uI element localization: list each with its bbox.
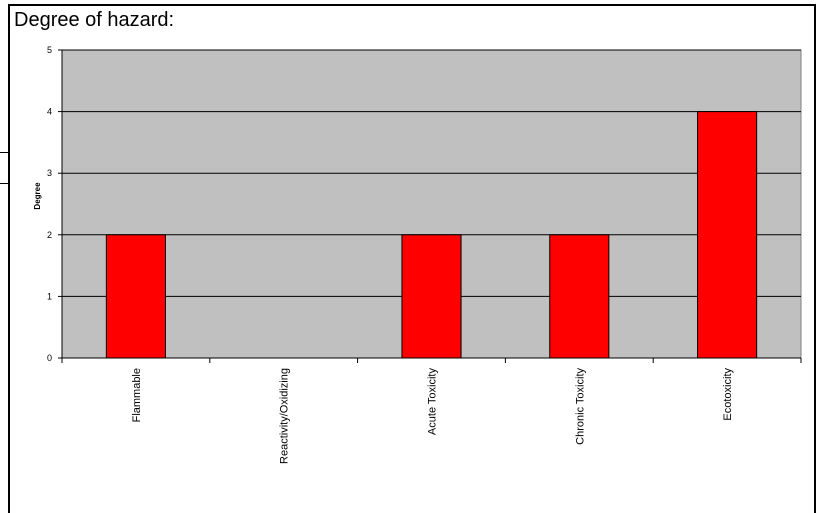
x-axis-ticks: Flammable Reactivity/Oxidizing Acute Toxic… bbox=[61, 358, 802, 464]
left-margin-line bbox=[0, 152, 8, 153]
frame-right-border bbox=[814, 4, 816, 513]
gridlines bbox=[62, 49, 801, 297]
x-tick-label: Acute Toxicity bbox=[427, 368, 439, 436]
bar bbox=[105, 234, 166, 359]
chart-frame bbox=[8, 4, 816, 513]
x-tick-label: Ecotoxicity bbox=[722, 368, 734, 421]
chart-title: Degree of hazard: bbox=[14, 9, 175, 31]
bar bbox=[549, 234, 610, 359]
y-axis-label: Degree bbox=[33, 182, 42, 210]
y-tick-label: 0 bbox=[47, 353, 52, 363]
left-margin-line bbox=[0, 183, 8, 184]
y-axis-ticks: 0 1 2 3 4 5 bbox=[47, 45, 62, 363]
x-tick-label: Flammable bbox=[131, 368, 143, 422]
bar bbox=[697, 111, 758, 359]
y-tick-label: 5 bbox=[47, 45, 52, 55]
x-tick-label: Chronic Toxicity bbox=[574, 368, 586, 445]
bar bbox=[401, 234, 462, 359]
y-tick-label: 1 bbox=[47, 291, 52, 301]
y-tick-label: 3 bbox=[47, 168, 52, 178]
y-tick-label: 4 bbox=[47, 107, 52, 117]
x-tick-label: Reactivity/Oxidizing bbox=[279, 368, 291, 464]
y-tick-label: 2 bbox=[47, 230, 52, 240]
